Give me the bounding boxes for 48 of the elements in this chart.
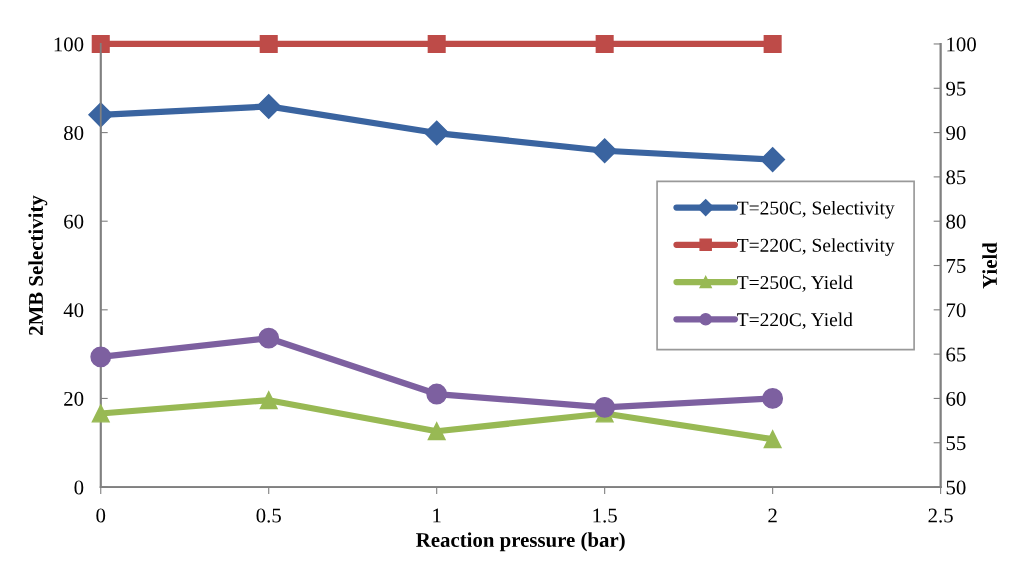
x-tick-label: 0.5 — [256, 508, 281, 523]
point — [763, 430, 782, 449]
y2-tick-label: 100 — [947, 37, 976, 52]
point — [258, 327, 280, 349]
y2-tick-label: 65 — [946, 347, 966, 362]
y2-tick-label: 75 — [946, 259, 966, 273]
point — [760, 147, 786, 173]
x-tick-label: 0 — [96, 508, 106, 523]
y2-tick-label: 50 — [946, 480, 966, 495]
y2-tick-label: 70 — [946, 303, 966, 318]
point — [91, 34, 110, 53]
point — [427, 34, 446, 53]
y2-tick-label: 80 — [946, 214, 966, 229]
point — [259, 391, 278, 410]
point — [592, 138, 618, 164]
y-tick-label: 60 — [64, 214, 84, 229]
point — [424, 120, 450, 146]
point — [256, 93, 282, 119]
point — [762, 388, 784, 409]
point — [259, 34, 278, 53]
point — [594, 396, 616, 418]
y-tick-label: 100 — [54, 37, 84, 52]
y2-tick-label: 60 — [946, 391, 966, 406]
y-tick-label: 0 — [74, 480, 84, 495]
legend-label: T=250C, Yield — [737, 275, 853, 292]
point — [595, 34, 614, 53]
legend-label: T=250C, Selectivity — [737, 200, 895, 219]
legend-label: T=220C, Yield — [737, 312, 853, 330]
x-tick-label: 1 — [433, 508, 441, 523]
point — [90, 346, 112, 368]
legend-label: T=220C, Selectivity — [737, 238, 895, 256]
x-tick-label: 2 — [768, 508, 777, 523]
y2-axis-title: Yield — [982, 242, 997, 289]
y2-tick-label: 90 — [946, 125, 966, 141]
x-axis-title: Reaction pressure (bar) — [416, 532, 625, 552]
x-tick-label: 1.5 — [593, 508, 617, 523]
y2-tick-label: 95 — [946, 81, 966, 96]
y2-tick-label: 85 — [946, 170, 966, 185]
y-tick-label: 40 — [63, 303, 84, 318]
y-tick-label: 20 — [64, 391, 84, 406]
point — [427, 422, 446, 441]
point — [91, 404, 110, 423]
y-tick-label: 80 — [64, 125, 84, 141]
x-tick-label: 2.5 — [928, 508, 953, 523]
point — [763, 34, 782, 53]
y2-tick-label: 55 — [946, 436, 966, 451]
point — [426, 383, 448, 405]
y-axis-title: 2MB Selectivity — [28, 195, 48, 335]
